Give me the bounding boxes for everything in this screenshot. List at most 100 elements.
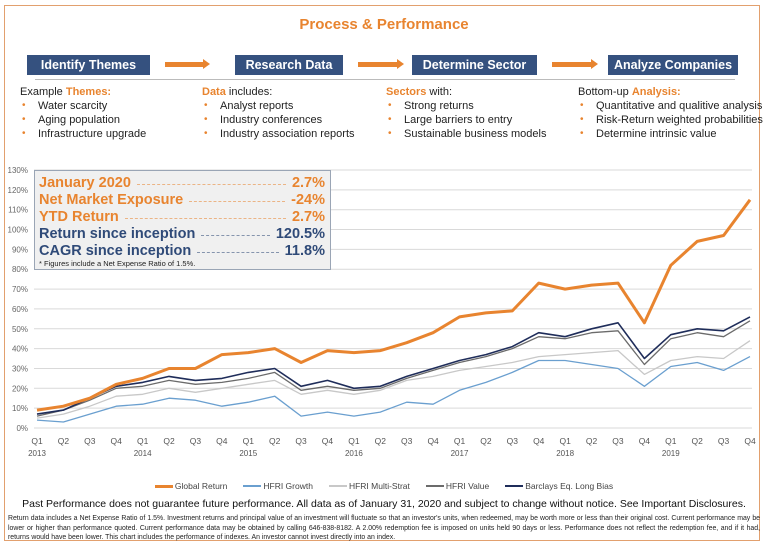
legend-swatch [505, 485, 524, 487]
list-item: Infrastructure upgrade [20, 127, 146, 141]
sectors-column: Sectors with: Strong returns Large barri… [386, 86, 546, 141]
x-tick-year-label: 2018 [556, 449, 574, 458]
legend-item: HFRI Value [425, 481, 490, 491]
column-heading-highlight: Themes: [65, 86, 112, 98]
arrow-icon [165, 59, 210, 69]
arrow-icon [358, 59, 404, 69]
column-heading: Example [20, 86, 66, 98]
stat-value: -24% [291, 191, 325, 208]
x-tick-label: Q4 [427, 436, 439, 446]
x-tick-year-label: 2015 [239, 449, 257, 458]
y-tick-label: 70% [12, 285, 28, 294]
y-tick-label: 0% [16, 424, 28, 433]
x-tick-year-label: 2013 [28, 449, 46, 458]
list-item: Industry conferences [202, 113, 355, 127]
column-heading: Bottom-up [578, 86, 632, 98]
step-analyze-companies: Analyze Companies [608, 55, 738, 75]
stat-return-since-inception: Return since inception 120.5% [39, 224, 325, 243]
legend-label: HFRI Value [445, 481, 490, 491]
y-tick-label: 20% [12, 384, 28, 393]
x-tick-label: Q3 [612, 436, 624, 446]
chart-series [36, 198, 752, 423]
stat-value: 2.7% [291, 208, 325, 225]
stat-value: 120.5% [275, 225, 325, 242]
stat-january-2020: January 2020 2.7% [39, 173, 325, 192]
x-tick-label: Q4 [216, 436, 228, 446]
step-determine-sector: Determine Sector [412, 55, 537, 75]
y-tick-label: 40% [12, 345, 28, 354]
legend-label: HFRI Growth [263, 481, 313, 491]
list-item: Sustainable business models [386, 127, 546, 141]
column-heading: includes: [225, 86, 273, 98]
stats-box: January 2020 2.7% Net Market Exposure -24%… [34, 170, 331, 270]
y-tick-label: 80% [12, 265, 28, 274]
legend-swatch [328, 485, 347, 487]
stat-value: 2.7% [291, 174, 325, 191]
x-tick-label: Q2 [58, 436, 70, 446]
y-tick-label: 130% [8, 166, 28, 175]
y-axis-ticks: 0% 10% 20% 30% 40% 50% 60% 70% 80% 90% 100% 110% 120… [8, 166, 28, 433]
x-tick-label: Q1 [243, 436, 255, 446]
series-line-hfri-growth [36, 356, 751, 423]
legend-item: HFRI Growth [243, 481, 313, 491]
x-tick-label: Q1 [137, 436, 149, 446]
stat-ytd-return: YTD Return 2.7% [39, 207, 325, 226]
legend-swatch [243, 485, 262, 487]
column-heading-highlight: Sectors [386, 86, 427, 98]
list-item: Quantitative and qualitive analysis [578, 99, 763, 113]
x-tick-year-label: 2017 [451, 449, 469, 458]
x-tick-label: Q3 [401, 436, 413, 446]
x-tick-label: Q1 [454, 436, 466, 446]
list-item: Industry association reports [202, 127, 355, 141]
x-tick-year-label: 2019 [662, 449, 680, 458]
list-item: Risk-Return weighted probabilities [578, 113, 763, 127]
x-tick-label: Q2 [163, 436, 175, 446]
y-tick-label: 50% [12, 325, 28, 334]
x-tick-label: Q1 [31, 436, 43, 446]
x-tick-label: Q4 [639, 436, 651, 446]
x-tick-label: Q1 [559, 436, 571, 446]
y-tick-label: 10% [12, 404, 28, 413]
x-tick-label: Q4 [744, 436, 756, 446]
legend-label: Global Return [174, 481, 228, 491]
y-tick-label: 30% [12, 364, 28, 373]
series-line-barclays-eq-long-bias [36, 316, 751, 415]
legend-swatch [154, 484, 173, 488]
y-tick-label: 100% [8, 226, 28, 235]
stat-net-market-exposure: Net Market Exposure -24% [39, 190, 325, 209]
data-column: Data includes: Analyst reports Industry … [202, 86, 355, 141]
x-tick-label: Q1 [665, 436, 677, 446]
legend-label: HFRI Multi-Strat [348, 481, 410, 491]
series-line-hfri-value [36, 320, 751, 417]
column-heading-highlight: Analysis: [631, 86, 681, 98]
x-tick-label: Q2 [480, 436, 492, 446]
x-tick-label: Q2 [692, 436, 704, 446]
arrow-icon [552, 59, 598, 69]
x-tick-label: Q2 [586, 436, 598, 446]
past-performance-notice: Past Performance does not guarantee futu… [22, 498, 746, 510]
analysis-column: Bottom-up Analysis: Quantitative and qua… [578, 86, 763, 141]
step-identify-themes: Identify Themes [27, 55, 150, 75]
y-tick-label: 120% [8, 186, 28, 195]
x-tick-label: Q4 [533, 436, 545, 446]
page-title: Process & Performance [299, 16, 469, 33]
x-tick-label: Q3 [84, 436, 96, 446]
stat-label: Return since inception [39, 225, 196, 242]
divider [35, 79, 735, 80]
stat-label: YTD Return [39, 208, 119, 225]
x-tick-year-label: 2014 [134, 449, 152, 458]
legend-item: Barclays Eq. Long Bias [505, 481, 613, 491]
x-axis-ticks: Q1 2013 Q2 Q3 Q4 Q1 2014 Q2 Q3 Q4 Q1 2015 Q2 Q3 Q4 Q1 20… [28, 436, 756, 458]
x-tick-label: Q3 [718, 436, 730, 446]
list-item: Analyst reports [202, 99, 355, 113]
x-tick-label: Q4 [322, 436, 334, 446]
disclosure-text: Return data includes a Net Expense Ratio… [8, 515, 760, 541]
series-line-global-return [36, 198, 752, 412]
list-item: Large barriers to entry [386, 113, 546, 127]
x-tick-label: Q3 [507, 436, 519, 446]
series-line-hfri-multi-strat [36, 340, 751, 419]
stat-label: CAGR since inception [39, 242, 192, 259]
x-tick-label: Q3 [190, 436, 202, 446]
x-tick-label: Q2 [375, 436, 387, 446]
page-border [4, 5, 760, 541]
